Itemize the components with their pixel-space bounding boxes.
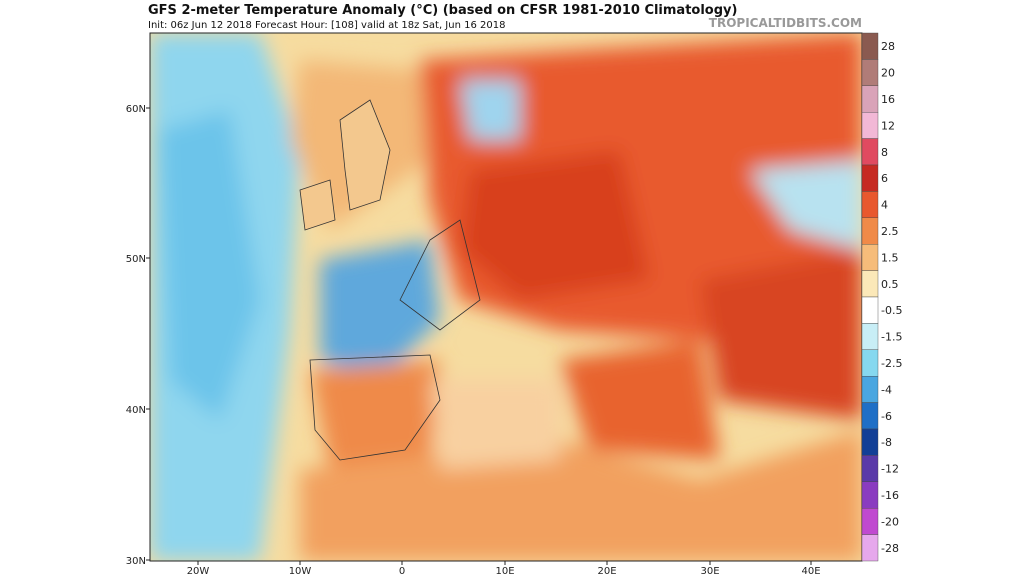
- colorbar-swatch: [861, 191, 879, 218]
- longitude-label: 40E: [801, 566, 820, 576]
- colorbar-label: -12: [881, 463, 899, 476]
- longitude-label: 20E: [597, 566, 616, 576]
- watermark: TROPICALTIDBITS.COM: [709, 16, 862, 30]
- colorbar-label: -20: [881, 515, 899, 528]
- colorbar-swatch: [861, 296, 879, 324]
- longitude-label: 10W: [289, 566, 312, 576]
- colorbar-label: -6: [881, 410, 892, 423]
- colorbar-swatch: [861, 164, 879, 192]
- colorbar-swatch: [861, 111, 879, 139]
- colorbar-swatch: [861, 323, 879, 350]
- latitude-label: 30N: [126, 556, 146, 567]
- colorbar-label: 4: [881, 199, 888, 212]
- colorbar-swatch: [861, 138, 879, 166]
- latitude-label: 50N: [126, 254, 146, 265]
- longitude-label: 30E: [700, 566, 719, 576]
- title: GFS 2-meter Temperature Anomaly (°C) (ba…: [148, 3, 737, 18]
- colorbar-swatch: [861, 455, 879, 482]
- colorbar-label: 28: [881, 40, 895, 53]
- colorbar-swatch: [861, 402, 879, 430]
- colorbar-label: -0.5: [881, 304, 902, 317]
- longitude-label: 20W: [187, 566, 210, 576]
- colorbar-swatch: [861, 428, 879, 456]
- colorbar-label: 16: [881, 93, 895, 106]
- map-area: [150, 33, 862, 561]
- colorbar-label: -4: [881, 383, 892, 396]
- colorbar-label: -28: [881, 542, 899, 555]
- colorbar-swatch: [861, 59, 879, 87]
- colorbar-swatch: [861, 534, 879, 562]
- longitude-label: 10E: [495, 566, 514, 576]
- colorbar-swatch: [861, 481, 879, 509]
- colorbar-label: 8: [881, 146, 888, 159]
- colorbar-label: -2.5: [881, 357, 902, 370]
- colorbar-swatch: [861, 243, 879, 271]
- subtitle: Init: 06z Jun 12 2018 Forecast Hour: [10…: [148, 20, 505, 31]
- colorbar-swatch: [861, 217, 879, 245]
- colorbar-label: -1.5: [881, 331, 902, 344]
- colorbar-swatch: [861, 85, 879, 113]
- colorbar-label: 0.5: [881, 278, 899, 291]
- colorbar-swatch: [861, 376, 879, 403]
- colorbar-swatch: [861, 349, 879, 377]
- latitude-label: 40N: [126, 405, 146, 416]
- longitude-label: 0: [399, 566, 405, 576]
- colorbar-label: 2.5: [881, 225, 899, 238]
- colorbar-label: 6: [881, 172, 888, 185]
- colorbar-label: 20: [881, 67, 895, 80]
- colorbar-swatch: [861, 32, 879, 60]
- colorbar-swatch: [861, 270, 879, 298]
- latitude-label: 60N: [126, 104, 146, 115]
- colorbar-label: 12: [881, 119, 895, 132]
- colorbar-label: -8: [881, 436, 892, 449]
- colorbar-label: -16: [881, 489, 899, 502]
- colorbar-label: 1.5: [881, 251, 899, 264]
- colorbar-swatch: [861, 508, 879, 535]
